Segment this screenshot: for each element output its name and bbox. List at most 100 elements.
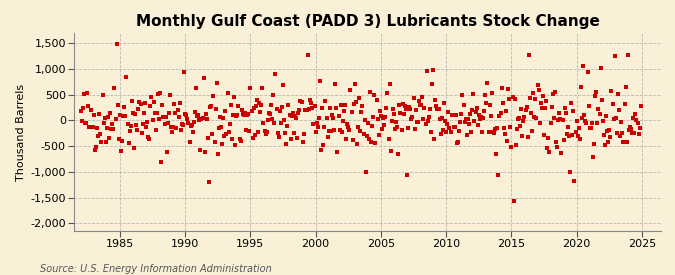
Point xyxy=(273,134,284,139)
Point xyxy=(156,160,167,164)
Point xyxy=(245,86,256,90)
Point xyxy=(171,125,182,130)
Point xyxy=(213,152,223,156)
Point xyxy=(416,103,427,108)
Point xyxy=(589,142,599,146)
Point xyxy=(529,115,539,119)
Point xyxy=(190,110,200,114)
Point xyxy=(500,131,510,136)
Point xyxy=(284,113,295,117)
Point xyxy=(147,118,158,122)
Point xyxy=(601,113,612,118)
Point xyxy=(375,109,385,114)
Point xyxy=(225,103,236,108)
Point xyxy=(97,93,108,97)
Point xyxy=(632,121,643,125)
Point xyxy=(82,91,92,95)
Point xyxy=(439,119,450,123)
Point xyxy=(501,109,512,113)
Point xyxy=(622,53,633,57)
Point xyxy=(199,150,210,155)
Point xyxy=(381,106,392,110)
Point xyxy=(405,107,416,111)
Point xyxy=(514,116,524,120)
Point xyxy=(524,96,535,100)
Point xyxy=(357,104,368,108)
Point xyxy=(520,108,531,113)
Point xyxy=(133,107,144,111)
Point xyxy=(497,101,508,105)
Point xyxy=(254,101,265,105)
Point xyxy=(368,114,379,119)
Point xyxy=(433,106,444,111)
Point xyxy=(153,91,163,96)
Point xyxy=(369,93,380,97)
Point xyxy=(419,106,430,110)
Point xyxy=(562,132,572,137)
Point xyxy=(505,124,516,129)
Point xyxy=(188,119,199,124)
Point xyxy=(494,114,505,119)
Point xyxy=(325,129,336,133)
Point xyxy=(193,112,204,117)
Point xyxy=(482,81,493,86)
Point xyxy=(254,110,265,114)
Point xyxy=(468,92,479,96)
Point xyxy=(252,130,263,134)
Point xyxy=(437,116,448,120)
Point xyxy=(112,103,123,108)
Point xyxy=(370,140,381,145)
Point xyxy=(94,112,105,116)
Point xyxy=(172,108,183,113)
Point xyxy=(362,121,373,125)
Point xyxy=(115,113,126,118)
Point xyxy=(355,128,366,133)
Point xyxy=(508,199,519,203)
Point xyxy=(585,125,595,130)
Point xyxy=(423,119,433,123)
Point xyxy=(473,113,484,117)
Point xyxy=(435,131,446,136)
Point xyxy=(387,107,398,111)
Point xyxy=(281,142,292,146)
Point xyxy=(633,132,644,136)
Point xyxy=(215,125,226,129)
Point xyxy=(294,108,304,112)
Point xyxy=(367,124,377,128)
Point xyxy=(313,115,324,120)
Point xyxy=(421,68,432,73)
Point xyxy=(532,83,543,87)
Point xyxy=(506,145,517,149)
Point xyxy=(87,124,98,129)
Point xyxy=(124,141,134,145)
Point xyxy=(607,102,618,107)
Point xyxy=(562,125,573,130)
Point xyxy=(619,101,630,106)
Point xyxy=(277,105,288,109)
Point xyxy=(261,131,271,136)
Point xyxy=(515,124,526,128)
Point xyxy=(250,104,261,108)
Point xyxy=(574,136,585,141)
Point xyxy=(165,125,176,130)
Point xyxy=(548,116,559,120)
Point xyxy=(567,133,578,137)
Point xyxy=(229,95,240,100)
Point xyxy=(470,110,481,114)
Point xyxy=(145,103,156,108)
Point xyxy=(154,117,165,122)
Point xyxy=(101,140,111,145)
Point xyxy=(503,87,514,91)
Point xyxy=(246,109,257,113)
Point xyxy=(96,140,107,144)
Point xyxy=(126,99,137,104)
Point xyxy=(327,116,338,120)
Point xyxy=(335,103,346,107)
Point xyxy=(119,104,130,109)
Point xyxy=(163,111,174,115)
Point xyxy=(318,143,329,148)
Point xyxy=(603,140,614,144)
Point xyxy=(568,108,578,113)
Point xyxy=(330,81,341,86)
Point xyxy=(101,126,112,130)
